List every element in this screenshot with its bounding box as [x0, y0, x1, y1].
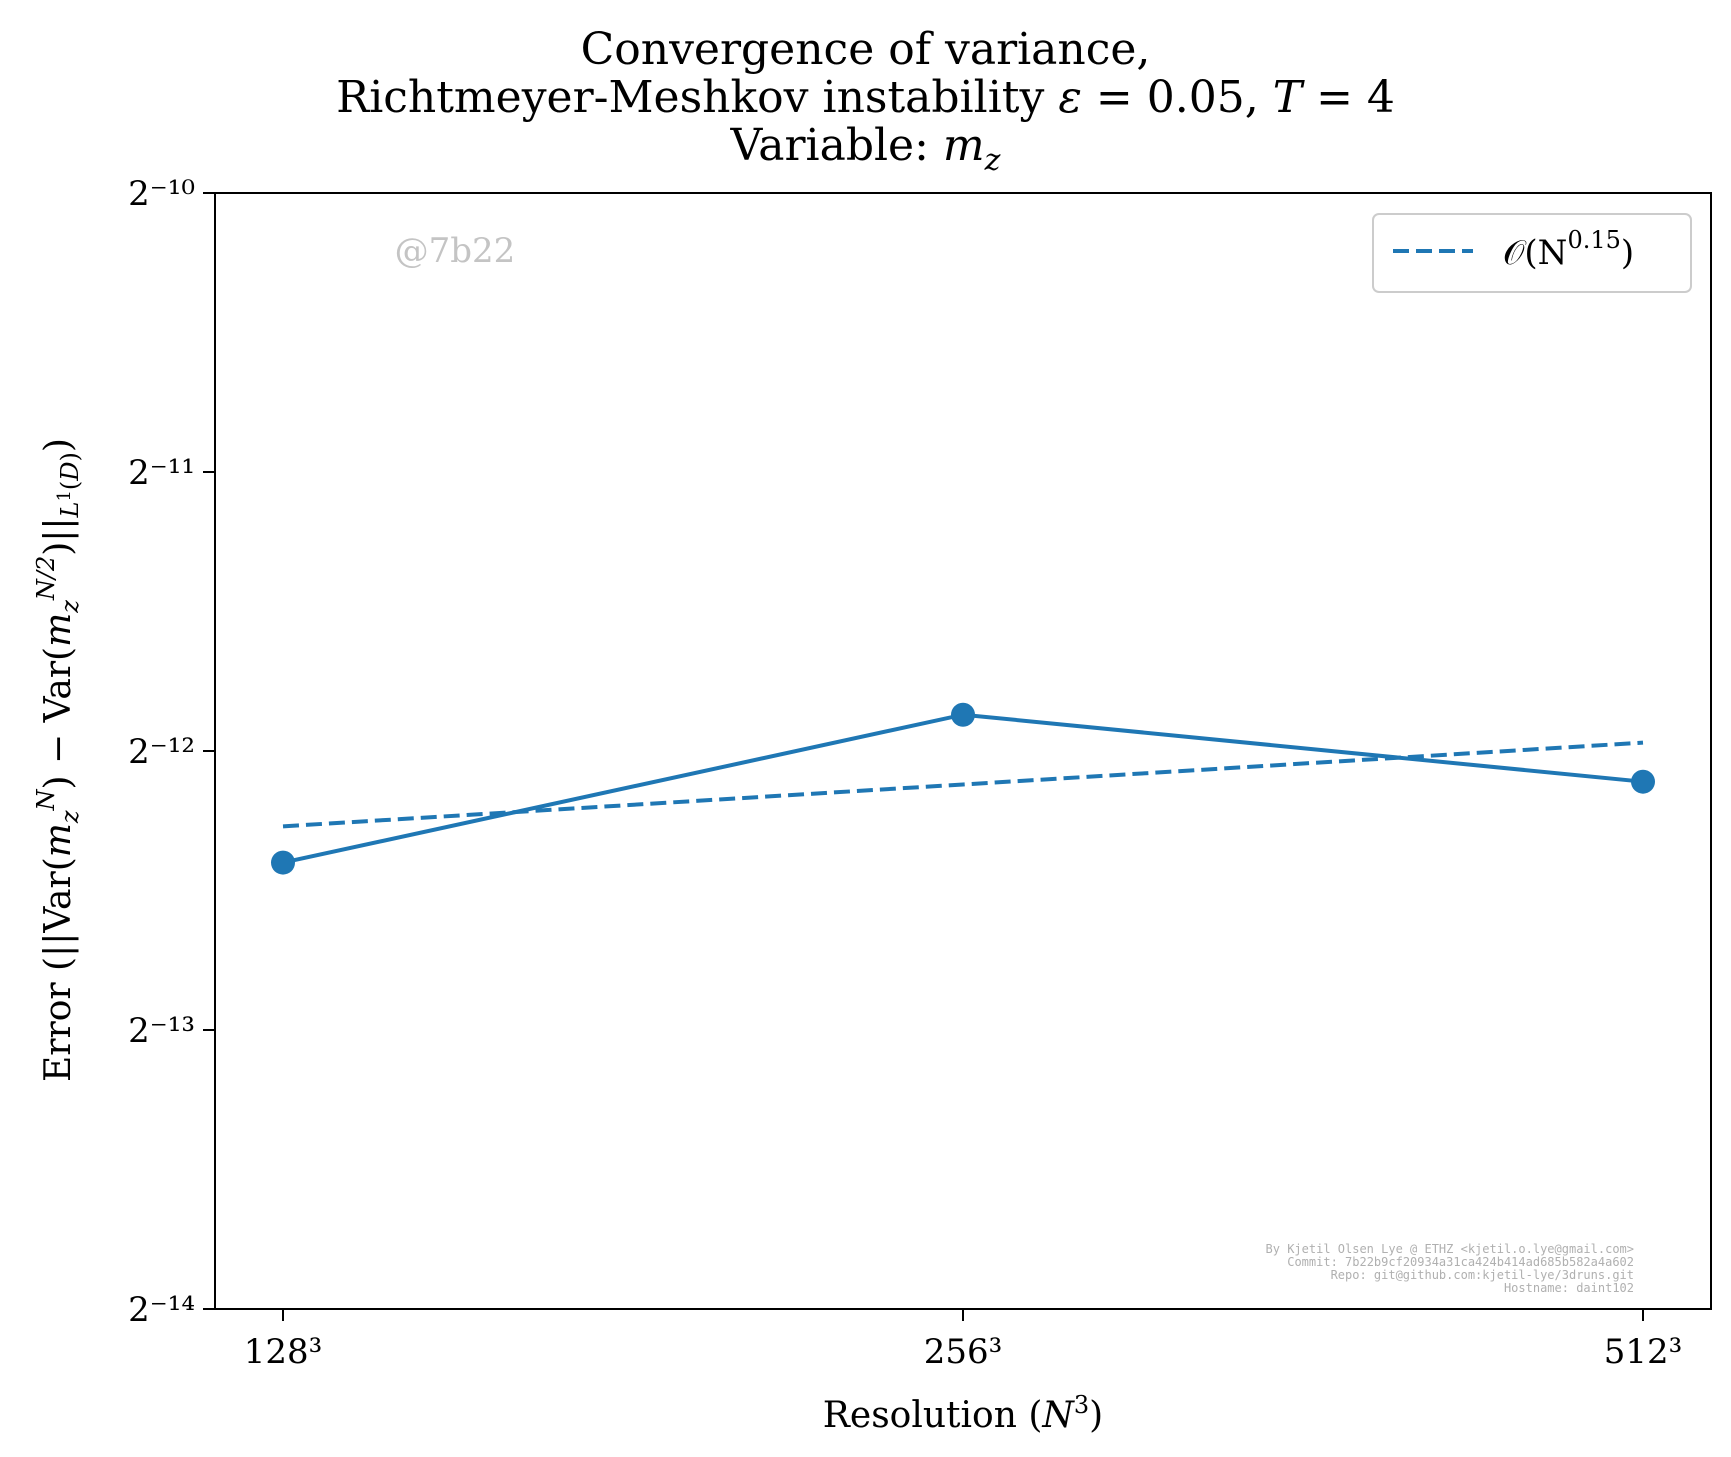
legend: 𝒪(N0.15) [1372, 213, 1692, 293]
x-tick-label: 512³ [1604, 1332, 1683, 1372]
credits-line-4: Hostname: daint102 [1504, 1281, 1634, 1295]
series-error-point [1631, 769, 1655, 794]
watermark: @7b22 [395, 231, 516, 271]
credits-line-1: By Kjetil Olsen Lye @ ETHZ <kjetil.o.lye… [1266, 1242, 1634, 1256]
legend-entry-order: 𝒪(N0.15) [1503, 226, 1634, 273]
series-layer [271, 702, 1655, 875]
series-order-line [282, 740, 1644, 829]
y-tick-label: 2⁻¹² [128, 732, 195, 772]
y-tick-label: 2⁻¹¹ [128, 453, 195, 493]
legend-label-end: ) [1621, 233, 1634, 273]
chart-title-line-2: Richtmeyer-Meshkov instability ε = 0.05,… [336, 72, 1395, 123]
chart-title-line-3: Variable: mz [730, 120, 1001, 178]
series-error-point [271, 850, 295, 875]
legend-frame [1372, 213, 1692, 293]
series-error-line [282, 712, 1644, 865]
x-axis-label: Resolution (N3) [823, 1391, 1103, 1436]
y-tick-label: 2⁻¹³ [128, 1011, 195, 1051]
series-error-point [951, 702, 975, 727]
y-tick-label: 2⁻¹⁴ [128, 1290, 195, 1330]
plot-frame [214, 192, 1712, 1310]
y-axis-ticks: 2⁻¹⁰ 2⁻¹¹ 2⁻¹² 2⁻¹³ 2⁻¹⁴ [128, 174, 215, 1330]
x-tick-label: 128³ [244, 1332, 323, 1372]
credits-line-2: Commit: 7b22b9cf20934a31ca424b414ad685b5… [1287, 1255, 1634, 1269]
credits-line-3: Repo: git@github.com:kjetil-lye/3druns.g… [1331, 1268, 1634, 1282]
credits-block: By Kjetil Olsen Lye @ ETHZ <kjetil.o.lye… [1266, 1242, 1634, 1295]
legend-label: 𝒪(N [1503, 233, 1567, 273]
legend-label-exponent: 0.15 [1567, 226, 1620, 254]
x-axis-ticks: 128³ 256³ 512³ [244, 1309, 1683, 1372]
x-tick-label: 256³ [924, 1332, 1003, 1372]
y-tick-label: 2⁻¹⁰ [128, 174, 195, 214]
chart-title-line-1: Convergence of variance, [580, 24, 1151, 75]
y-axis-label: Error (||Var(mzN) − Var(mzN/2)||L1(D)) [32, 438, 84, 1082]
